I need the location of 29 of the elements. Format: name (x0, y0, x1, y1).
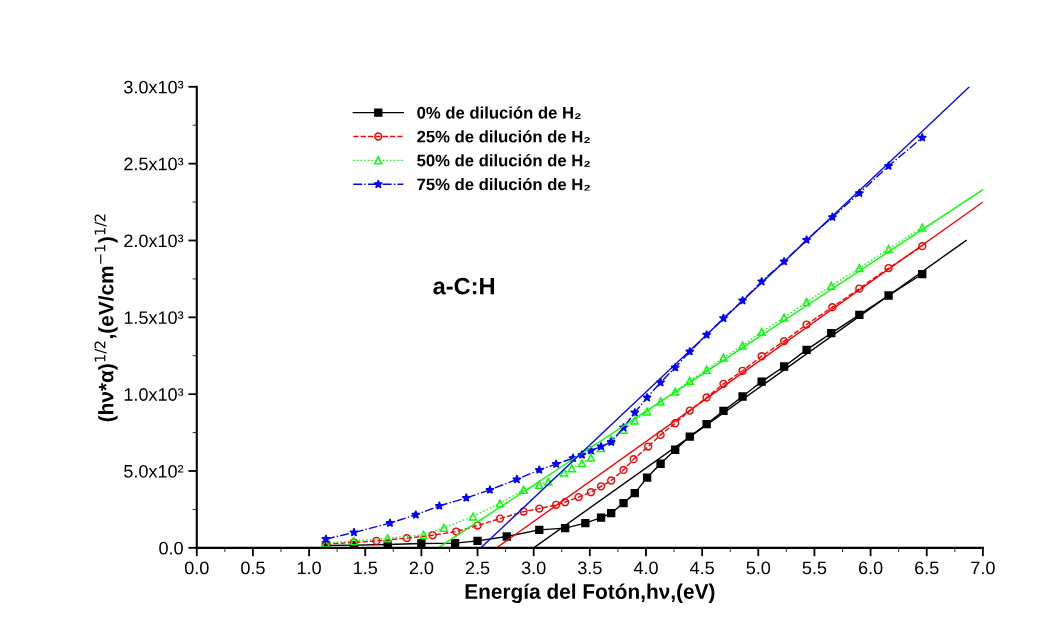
y-tick-label: 1.0x10³ (124, 388, 184, 401)
y-tick-label: 0.0 (159, 541, 183, 555)
x-tick-label: 5.5 (802, 561, 827, 575)
x-tick-label: 2.0 (409, 561, 434, 575)
x-tick-label: 3.0 (521, 561, 546, 575)
x-tick-label: 6.0 (858, 561, 883, 575)
x-axis-title: Energía del Fotón,hν,(eV) (465, 583, 715, 604)
x-tick-label: 0.5 (241, 561, 265, 575)
legend-label: 75% de dilución de H₂ (417, 177, 590, 191)
x-tick-label: 3.5 (577, 561, 602, 575)
y-axis-title: (hν*α)$^{1/2}$,(eV/cm$^{−1}$)$^{1/2}$ (94, 214, 118, 422)
y-tick-label: 1.5x10³ (124, 311, 184, 325)
x-tick-label: 1.0 (297, 561, 321, 575)
legend-label: 0% de dilución de H₂ (417, 106, 581, 120)
x-tick-label: 4.5 (690, 561, 714, 575)
y-tick-label: 3.0x10³ (124, 80, 184, 94)
annotation: a-C:H (433, 277, 494, 295)
x-tick-label: 7.0 (971, 561, 995, 575)
y-tick-label: 2.5x10³ (124, 157, 184, 171)
legend-label: 50% de dilución de H₂ (417, 154, 590, 167)
y-tick-label: 2.0x10³ (124, 234, 184, 248)
y-tick-label: 5.0x10² (124, 464, 184, 478)
x-tick-label: 4.0 (633, 561, 658, 575)
x-tick-label: 5.0 (746, 561, 771, 575)
x-tick-label: 2.5 (465, 561, 490, 575)
x-tick-label: 0.0 (184, 561, 209, 575)
legend-label: 25% de dilución de H₂ (417, 130, 590, 143)
x-tick-label: 1.5 (354, 561, 378, 575)
x-tick-label: 6.5 (915, 561, 939, 575)
